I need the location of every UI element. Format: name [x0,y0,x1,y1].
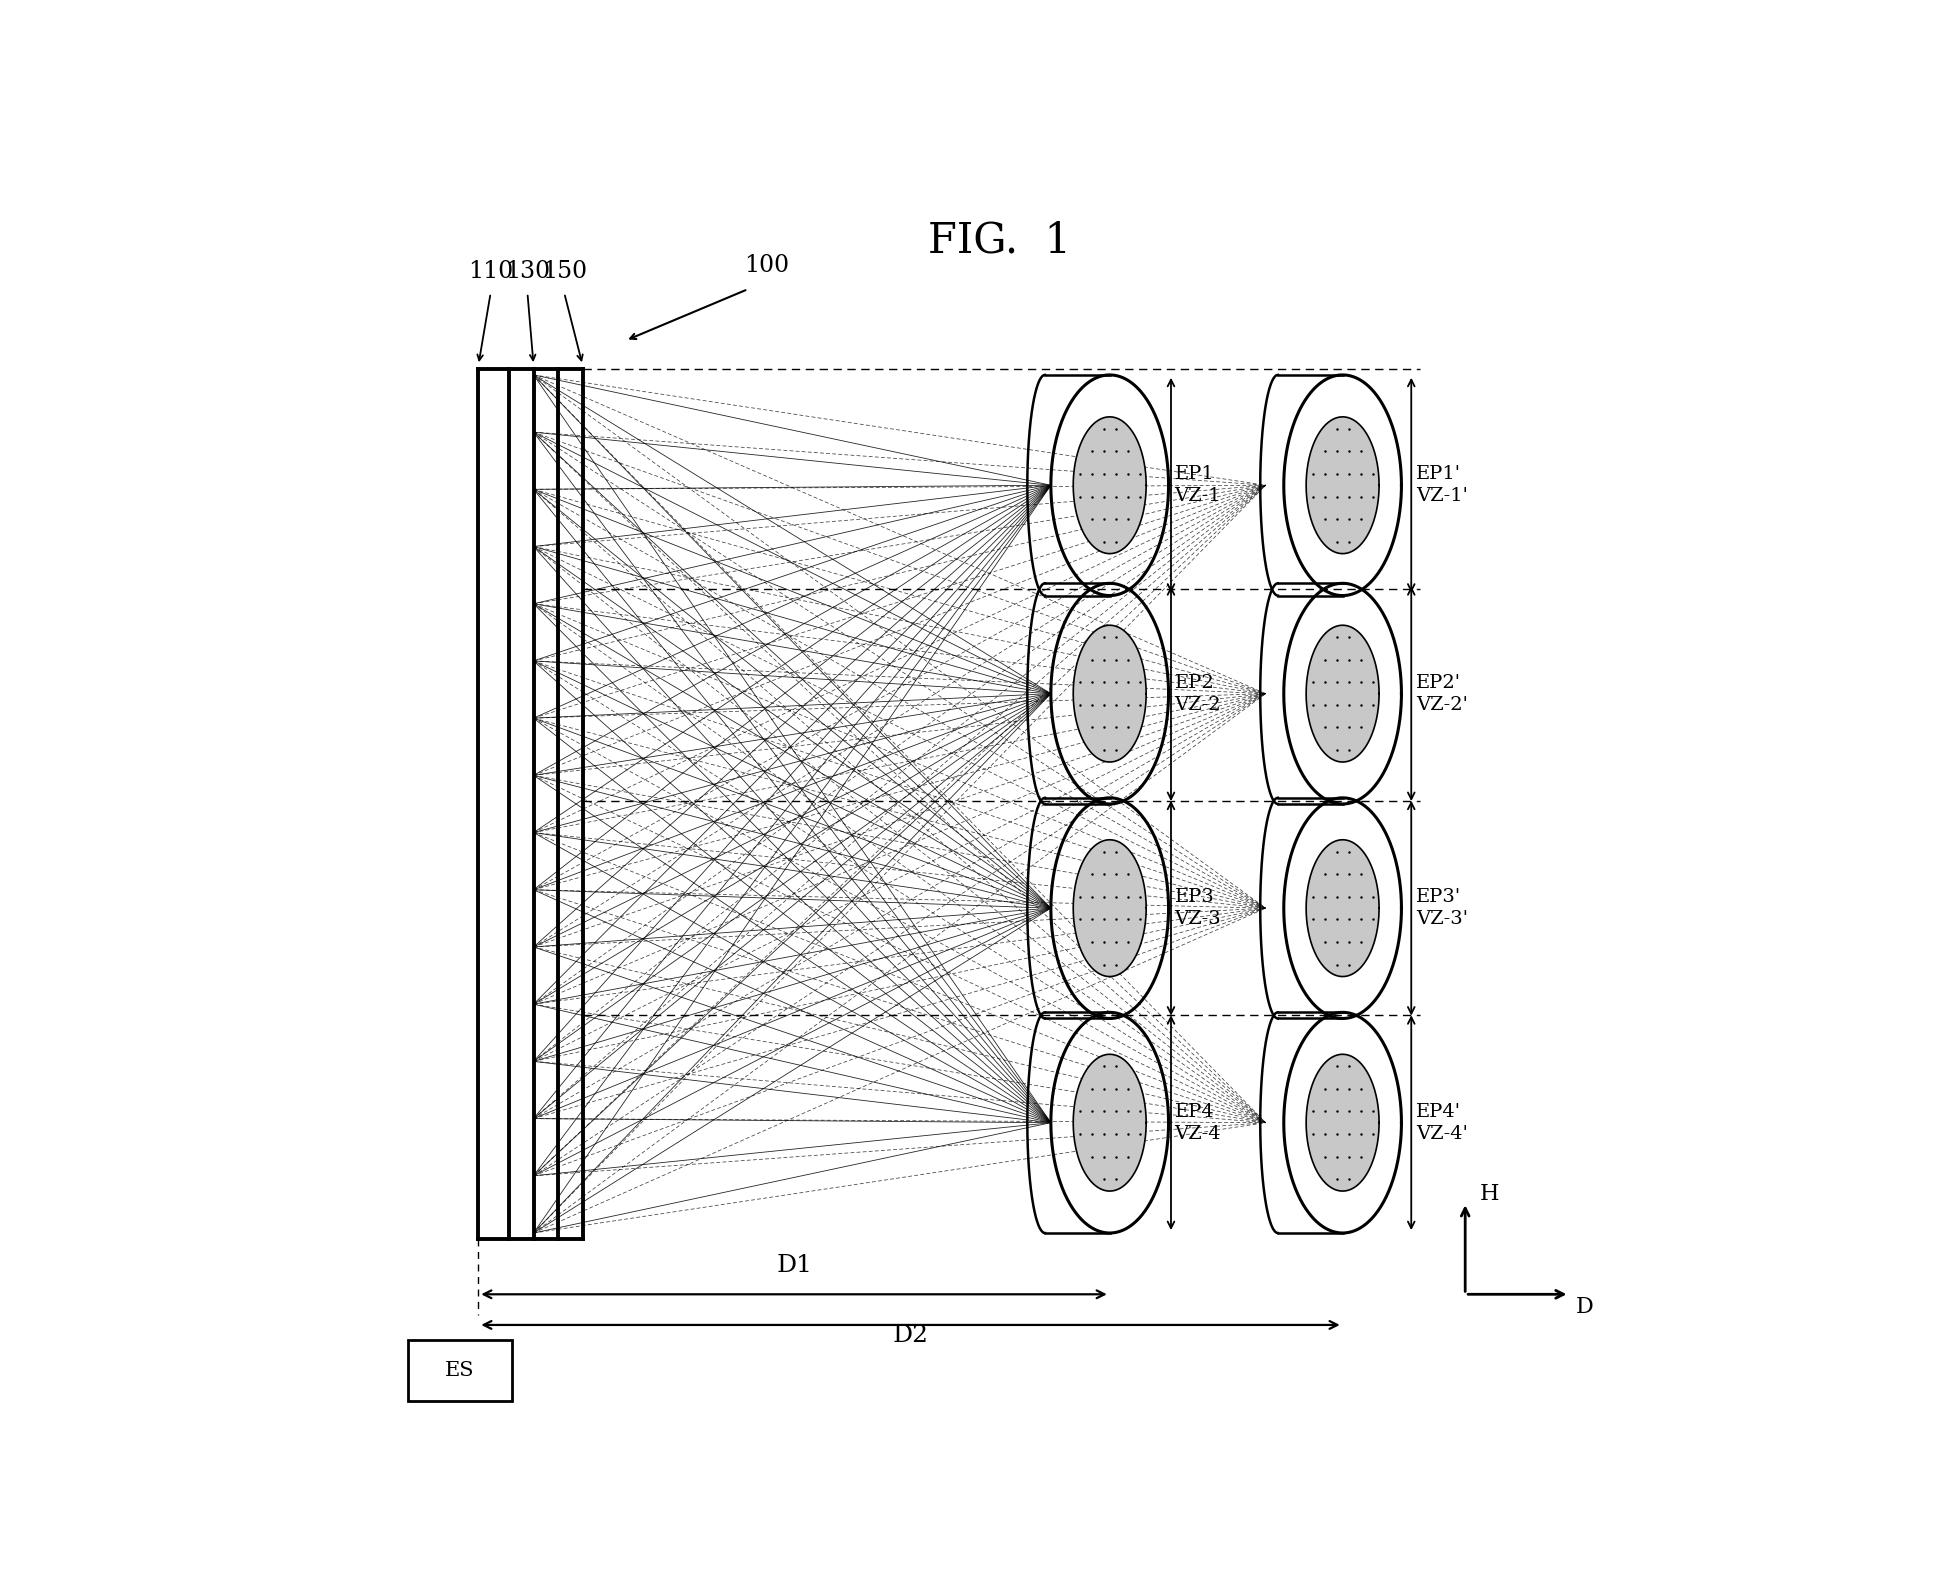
Ellipse shape [1072,417,1147,554]
Text: EP1
VZ-1: EP1 VZ-1 [1174,465,1221,505]
Text: EP3'
VZ-3': EP3' VZ-3' [1416,888,1468,928]
Text: EP2'
VZ-2': EP2' VZ-2' [1416,673,1468,713]
Text: ES: ES [445,1361,474,1380]
Ellipse shape [1306,626,1379,763]
Ellipse shape [1306,839,1379,976]
Text: 110: 110 [468,259,513,283]
Text: EP2
VZ-2: EP2 VZ-2 [1174,673,1221,713]
Text: EP1'
VZ-1': EP1' VZ-1' [1416,465,1468,505]
Text: EP4
VZ-4: EP4 VZ-4 [1174,1103,1221,1143]
Text: 130: 130 [505,259,550,283]
Text: D: D [1576,1296,1593,1318]
Text: 100: 100 [743,253,790,277]
Text: EP3
VZ-3: EP3 VZ-3 [1174,888,1221,928]
FancyBboxPatch shape [408,1339,513,1401]
Ellipse shape [1306,1054,1379,1191]
Text: FIG.  1: FIG. 1 [928,220,1071,261]
Ellipse shape [1072,1054,1147,1191]
Ellipse shape [1306,417,1379,554]
Text: D1: D1 [776,1254,811,1277]
Text: 150: 150 [542,259,587,283]
Text: H: H [1480,1183,1500,1205]
Ellipse shape [1072,839,1147,976]
Text: D2: D2 [893,1325,928,1347]
Text: EP4'
VZ-4': EP4' VZ-4' [1416,1103,1468,1143]
Ellipse shape [1072,626,1147,763]
